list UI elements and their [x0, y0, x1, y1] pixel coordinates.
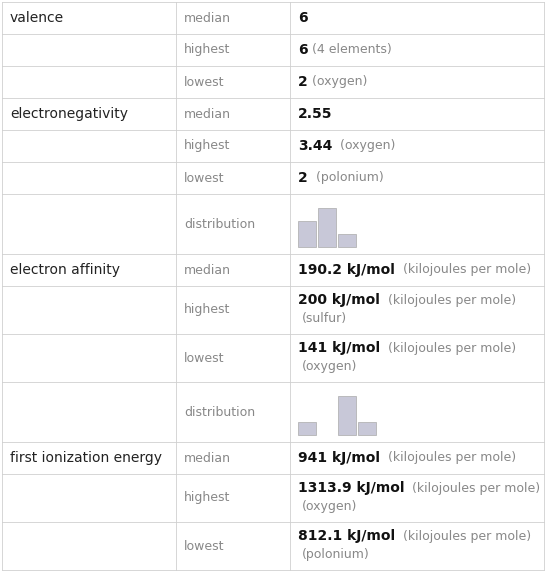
Text: (kilojoules per mole): (kilojoules per mole): [405, 482, 541, 495]
Bar: [358, 422, 376, 435]
Text: 1313.9 kJ/mol: 1313.9 kJ/mol: [298, 482, 405, 495]
Text: (4 elements): (4 elements): [307, 43, 391, 57]
Text: distribution: distribution: [184, 217, 255, 231]
Text: highest: highest: [184, 491, 230, 505]
Text: highest: highest: [184, 304, 230, 316]
Text: (kilojoules per mole): (kilojoules per mole): [380, 294, 516, 307]
Text: lowest: lowest: [184, 352, 224, 364]
Text: (kilojoules per mole): (kilojoules per mole): [395, 264, 531, 276]
Text: 190.2 kJ/mol: 190.2 kJ/mol: [298, 263, 395, 277]
Text: median: median: [184, 264, 231, 276]
Text: 2: 2: [298, 171, 308, 185]
Text: median: median: [184, 451, 231, 464]
Text: (kilojoules per mole): (kilojoules per mole): [380, 451, 516, 464]
Text: 141 kJ/mol: 141 kJ/mol: [298, 341, 380, 355]
Text: lowest: lowest: [184, 172, 224, 185]
Text: (oxygen): (oxygen): [308, 76, 367, 89]
Text: (sulfur): (sulfur): [302, 312, 347, 325]
Text: (polonium): (polonium): [302, 548, 370, 561]
Bar: [338, 396, 356, 435]
Text: distribution: distribution: [184, 406, 255, 419]
Bar: [298, 422, 316, 435]
Text: (oxygen): (oxygen): [302, 500, 358, 513]
Text: (polonium): (polonium): [308, 172, 383, 185]
Text: valence: valence: [10, 11, 64, 25]
Bar: [338, 234, 356, 247]
Text: 941 kJ/mol: 941 kJ/mol: [298, 451, 380, 465]
Text: (kilojoules per mole): (kilojoules per mole): [380, 342, 517, 355]
Text: 2.55: 2.55: [298, 107, 333, 121]
Text: 6: 6: [298, 43, 307, 57]
Text: electron affinity: electron affinity: [10, 263, 120, 277]
Text: (kilojoules per mole): (kilojoules per mole): [395, 530, 531, 543]
Text: 200 kJ/mol: 200 kJ/mol: [298, 293, 380, 307]
Text: 2: 2: [298, 75, 308, 89]
Bar: [298, 221, 316, 247]
Text: highest: highest: [184, 43, 230, 57]
Text: median: median: [184, 108, 231, 121]
Text: median: median: [184, 11, 231, 25]
Text: 812.1 kJ/mol: 812.1 kJ/mol: [298, 530, 395, 543]
Text: first ionization energy: first ionization energy: [10, 451, 162, 465]
Text: (oxygen): (oxygen): [302, 360, 358, 373]
Text: electronegativity: electronegativity: [10, 107, 128, 121]
Text: highest: highest: [184, 140, 230, 153]
Text: 3.44: 3.44: [298, 139, 333, 153]
Text: lowest: lowest: [184, 76, 224, 89]
Text: (oxygen): (oxygen): [333, 140, 396, 153]
Bar: [318, 208, 336, 247]
Text: 6: 6: [298, 11, 307, 25]
Text: lowest: lowest: [184, 539, 224, 553]
